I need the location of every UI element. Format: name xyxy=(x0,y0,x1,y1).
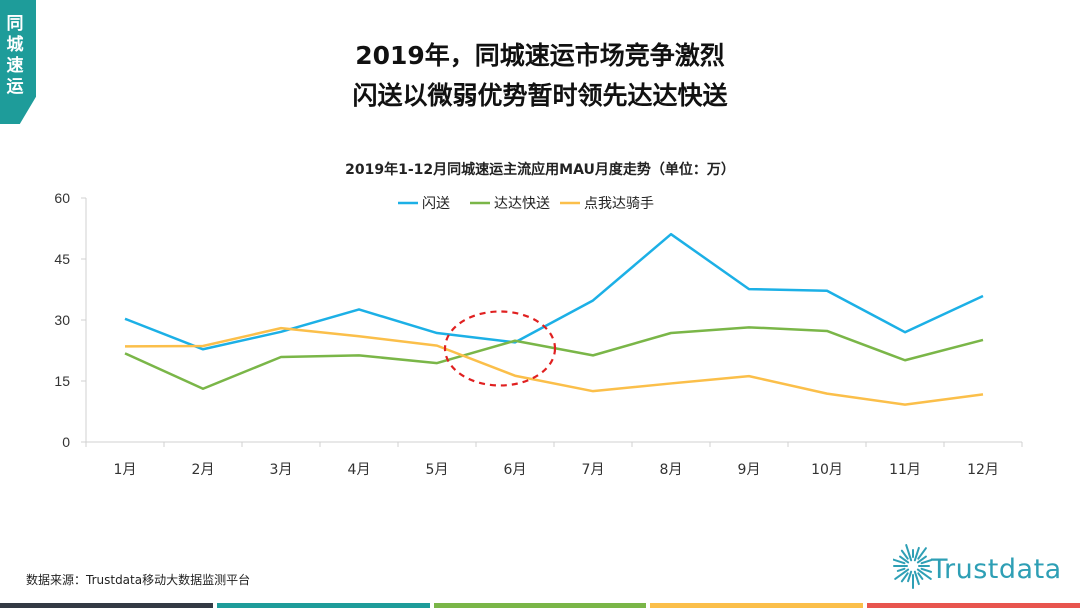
x-tick-label: 12月 xyxy=(967,462,999,478)
logo-text: Trustdata xyxy=(931,554,1062,585)
x-tick-label: 1月 xyxy=(114,462,137,478)
data-source: 数据来源：Trustdata移动大数据监测平台 xyxy=(26,573,251,587)
footer-color-bar xyxy=(0,603,1080,608)
x-tick-label: 4月 xyxy=(348,462,371,478)
x-tick-label: 6月 xyxy=(504,462,527,478)
x-tick-label: 7月 xyxy=(582,462,605,478)
logo-burst-ray xyxy=(913,570,920,586)
trustdata-logo: Trustdata xyxy=(893,536,1073,596)
logo-burst-ray xyxy=(896,567,906,572)
x-tick-label: 3月 xyxy=(270,462,293,478)
section-tab: 同城速运 xyxy=(0,0,36,124)
series-line-闪送 xyxy=(124,232,984,351)
y-tick-label: 0 xyxy=(62,434,70,450)
logo-burst-ray xyxy=(894,568,910,580)
logo-burst-ray xyxy=(905,544,913,562)
logo-burst-ray xyxy=(920,567,933,573)
series-line-达达快送 xyxy=(124,326,984,390)
logo-burst-ray xyxy=(893,558,906,565)
section-tab-label: 同城速运 xyxy=(6,14,24,97)
footer-segment xyxy=(650,603,864,608)
footer-segment xyxy=(0,603,213,608)
mau-line-chart: 2019年1-12月同城速运主流应用MAU月度走势（单位：万） 0 15 30 45 60… xyxy=(54,161,1023,478)
y-tick-label: 15 xyxy=(54,373,70,389)
headline-line-1: 2019年，同城速运市场竞争激烈 xyxy=(355,41,725,70)
y-tick-label: 30 xyxy=(54,312,70,328)
y-tick-label: 45 xyxy=(54,251,70,267)
logo-burst-ray xyxy=(916,568,932,580)
x-tick-label: 9月 xyxy=(738,462,761,478)
logo-burst-ray xyxy=(899,555,910,564)
x-tick-label: 11月 xyxy=(889,462,921,478)
logo-burst-ray xyxy=(913,546,920,562)
x-tick-label: 8月 xyxy=(660,462,683,478)
x-tick-label: 5月 xyxy=(426,462,449,478)
logo-burst-ray xyxy=(917,547,927,560)
series-line-点我达骑手 xyxy=(124,326,984,406)
logo-burst-ray xyxy=(900,549,909,560)
logo-burst-icon xyxy=(893,544,933,589)
logo-burst-ray xyxy=(920,559,933,565)
y-tick-label: 60 xyxy=(54,190,70,206)
logo-burst-ray xyxy=(900,572,909,583)
footer-segment xyxy=(216,603,430,608)
chart-title: 2019年1-12月同城速运主流应用MAU月度走势（单位：万） xyxy=(345,161,735,178)
logo-burst-ray xyxy=(917,572,924,580)
legend-label: 达达快送 xyxy=(494,196,550,212)
logo-burst-ray xyxy=(916,555,927,564)
legend-label: 点我达骑手 xyxy=(584,196,654,212)
logo-burst-ray xyxy=(907,570,913,583)
x-tick-label: 10月 xyxy=(811,462,843,478)
legend-label: 闪送 xyxy=(422,196,450,212)
x-tick-label: 2月 xyxy=(192,462,215,478)
footer-segment xyxy=(867,603,1080,608)
annotation-ellipse xyxy=(443,310,557,387)
headline-line-2: 闪送以微弱优势暂时领先达达快送 xyxy=(352,81,728,110)
footer-segment xyxy=(433,603,647,608)
